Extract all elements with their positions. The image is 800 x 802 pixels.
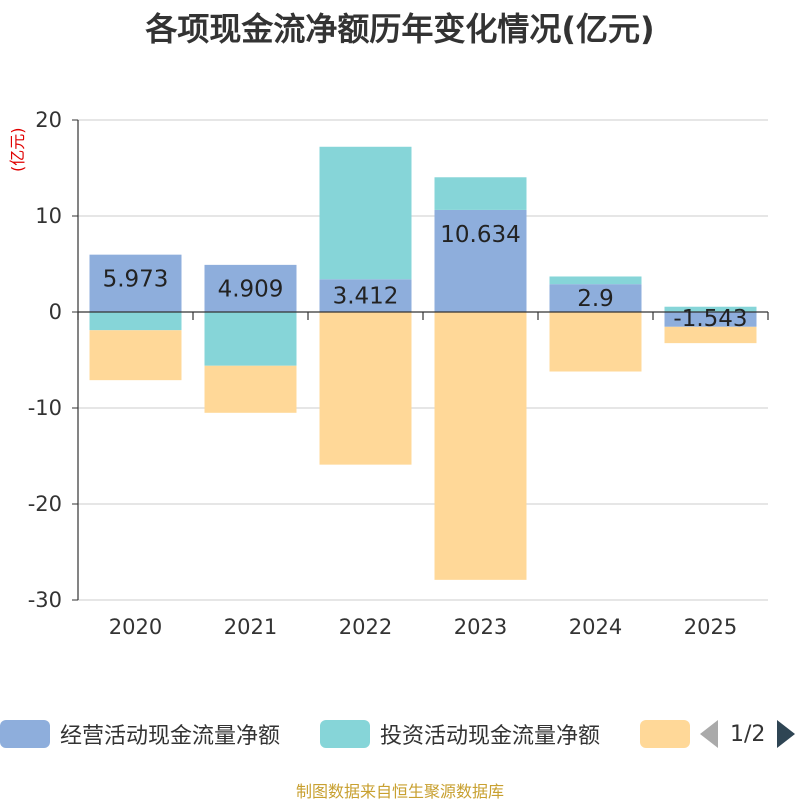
x-tick-label: 2021: [224, 615, 277, 639]
y-tick-label: 10: [35, 204, 62, 228]
labels: 20 10 0 -10 -20 -30 5.973 2020 4.909 2021 3.412 202…: [28, 108, 748, 639]
y-tick-label: -20: [28, 492, 62, 516]
legend-swatch-financing: [640, 720, 690, 748]
bar-2024-series-1: [549, 276, 642, 285]
y-tick-label: 20: [35, 108, 62, 132]
x-tick-label: 2022: [339, 615, 392, 639]
chart-title: 各项现金流净额历年变化情况(亿元): [145, 10, 655, 48]
data-label-2024: 2.9: [577, 286, 614, 312]
bars: [89, 146, 757, 580]
bar-2020-series-1: [89, 312, 182, 331]
bar-2021-series-0: [204, 264, 297, 312]
legend-next-icon[interactable]: [777, 720, 796, 748]
bar-2021-series-2: [204, 365, 297, 413]
x-tick-label: 2023: [454, 615, 507, 639]
legend-pager: 1/2: [700, 714, 796, 754]
bar-2022-series-2: [319, 312, 412, 465]
data-source: 制图数据来自恒生聚源数据库: [295, 782, 504, 801]
y-tick-label: -10: [28, 396, 62, 420]
data-label-2020: 5.973: [103, 267, 169, 293]
axes: [72, 119, 769, 601]
data-label-2021: 4.909: [218, 276, 284, 302]
legend-label-investing: 投资活动现金流量净额: [380, 724, 601, 749]
bar-2021-series-1: [204, 312, 297, 366]
legend-item-financing[interactable]: [640, 714, 700, 754]
bar-2020-series-2: [89, 330, 182, 381]
data-label-2025: -1.543: [673, 306, 747, 332]
legend-item-investing[interactable]: 投资活动现金流量净额: [320, 714, 600, 754]
bar-2022-series-1: [319, 146, 412, 280]
bar-2025-series-1: [664, 306, 757, 312]
legend-swatch-investing: [320, 720, 370, 748]
bar-2024-series-0: [549, 284, 642, 312]
bar-2025-series-2: [664, 326, 757, 344]
bar-2024-series-2: [549, 312, 642, 372]
data-label-2022: 3.412: [333, 284, 399, 310]
bar-2023-series-2: [434, 312, 527, 580]
bar-2025-series-0: [664, 312, 757, 327]
bar-2023-series-0: [434, 209, 527, 312]
x-tick-label: 2020: [109, 615, 162, 639]
bar-2022-series-0: [319, 279, 412, 312]
legend-label-operating: 经营活动现金流量净额: [60, 724, 281, 749]
legend-prev-icon[interactable]: [700, 720, 718, 748]
x-tick-label: 2024: [569, 615, 622, 639]
x-tick-label: 2025: [684, 615, 737, 639]
chart-canvas: 20 10 0 -10 -20 -30 5.973 2020 4.909 2021 3.412 202…: [28, 108, 769, 639]
data-label-2023: 10.634: [440, 222, 520, 248]
bar-2020-series-0: [89, 254, 182, 312]
y-tick-label: -30: [28, 588, 62, 612]
bar-2023-series-1: [434, 177, 527, 210]
legend-page-indicator: 1/2: [730, 721, 766, 747]
legend-swatch-operating: [0, 720, 50, 748]
legend-item-operating[interactable]: 经营活动现金流量净额: [0, 714, 280, 754]
y-tick-label: 0: [49, 300, 62, 324]
legend: 经营活动现金流量净额 投资活动现金流量净额 1/2: [0, 714, 800, 754]
